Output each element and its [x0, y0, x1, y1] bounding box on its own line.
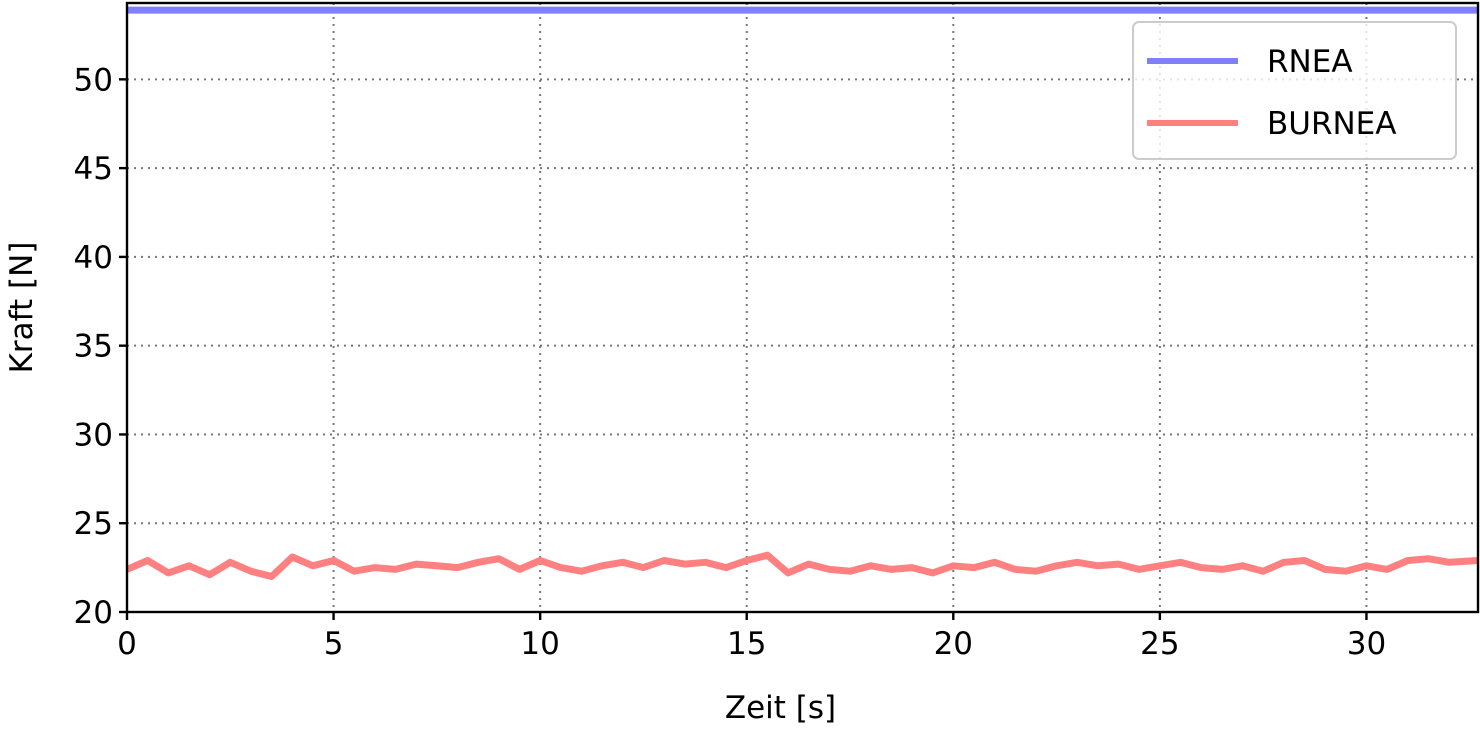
- y-tick-label: 40: [74, 240, 113, 276]
- series-lines: [125, 6, 1479, 580]
- x-axis-label: Zeit [s]: [725, 690, 836, 726]
- x-tick-label: 5: [324, 626, 344, 662]
- y-tick-label: 25: [74, 506, 113, 542]
- x-tick-label: 20: [934, 626, 973, 662]
- y-tick-label: 50: [74, 62, 113, 98]
- x-tick-label: 25: [1140, 626, 1179, 662]
- x-tick-label: 15: [727, 626, 766, 662]
- x-tick-label: 30: [1347, 626, 1386, 662]
- legend-label-rnea: RNEA: [1267, 44, 1353, 80]
- y-tick-label: 20: [74, 595, 113, 631]
- legend: RNEA BURNEA: [1132, 21, 1457, 160]
- y-tick-label: 45: [74, 151, 113, 187]
- plot-frame: [125, 1, 1480, 614]
- x-tick-label: 10: [520, 626, 559, 662]
- y-axis-label: Kraft [N]: [4, 242, 40, 374]
- series-line-burnea: [125, 551, 1479, 580]
- axis-ticks: 0 5 10 15 20 25 30 20 25 30 35 40 45 50: [74, 62, 1387, 662]
- x-tick-label: 0: [117, 626, 137, 662]
- y-tick-label: 30: [74, 417, 113, 453]
- legend-label-burnea: BURNEA: [1267, 106, 1396, 142]
- y-tick-label: 35: [74, 329, 113, 365]
